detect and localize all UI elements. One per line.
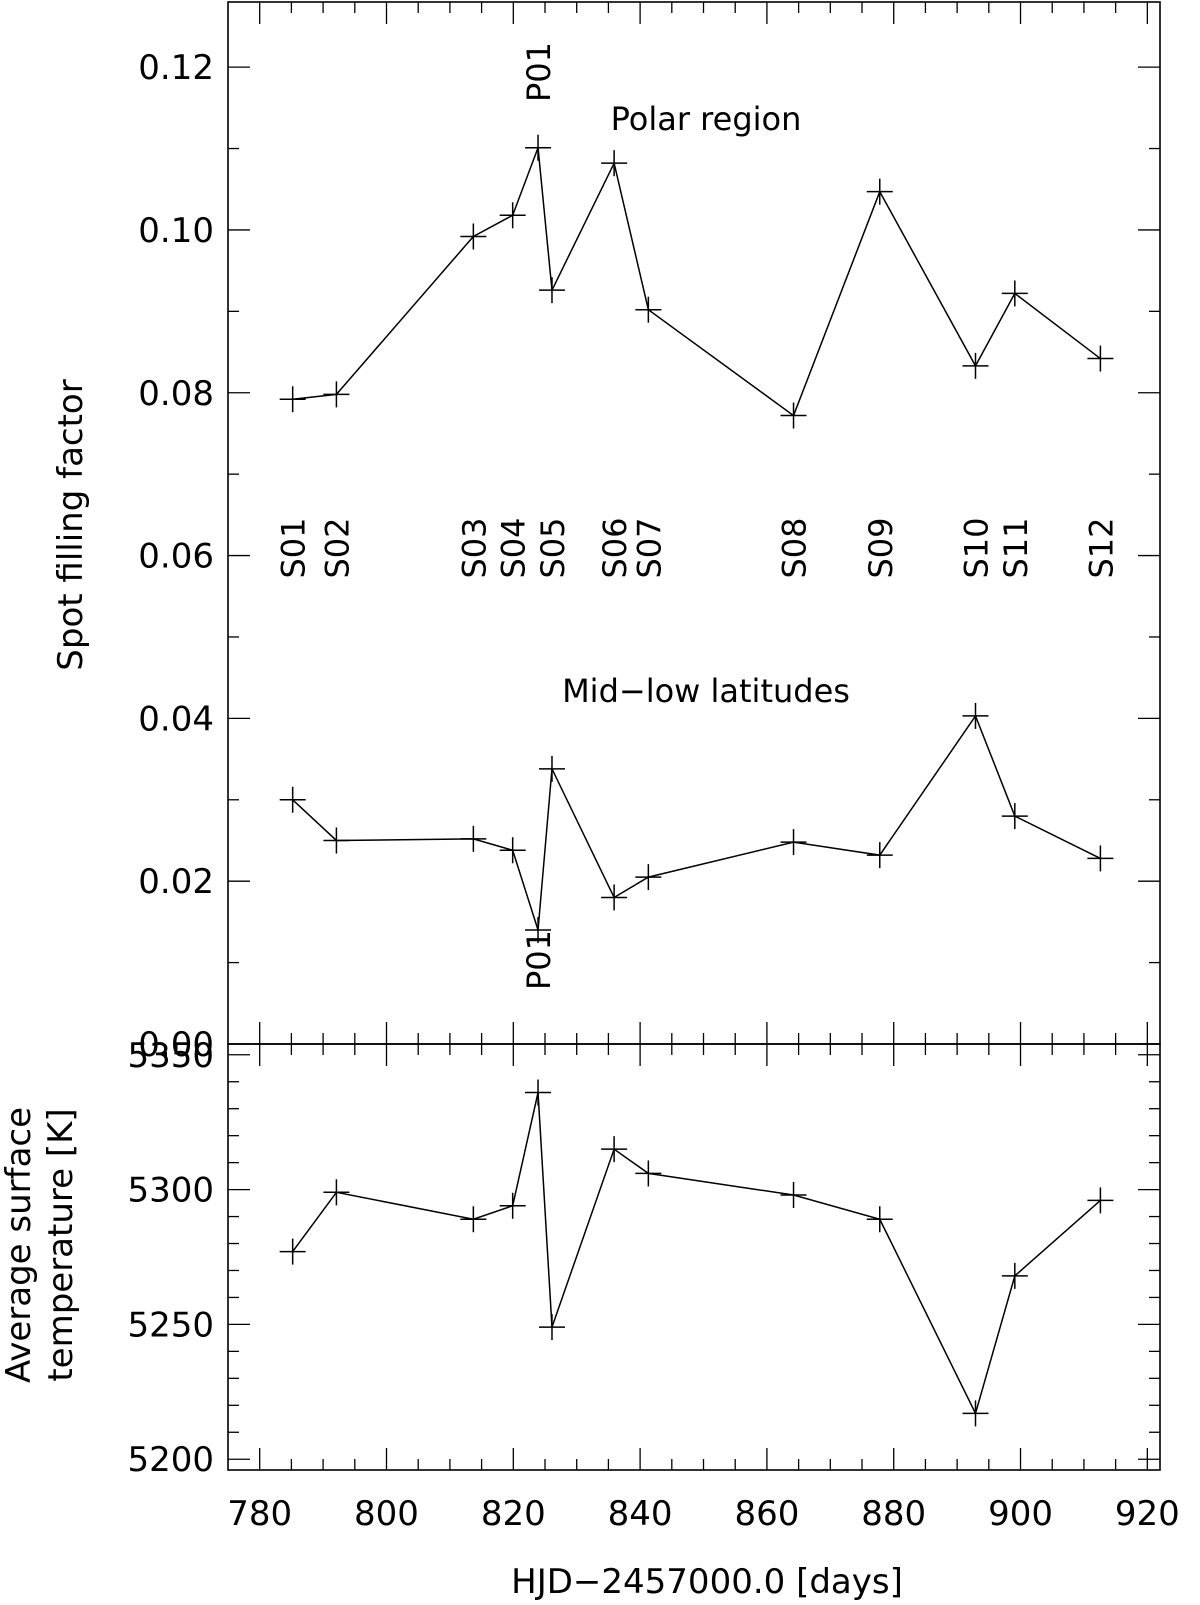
y-tick-label: 5300 <box>127 1171 214 1211</box>
y-axis-title-temperature-line1: Average surface <box>0 1107 39 1383</box>
midlow-series-point <box>780 829 807 856</box>
midlow-series-line <box>292 714 1101 931</box>
y-tick-label: 5350 <box>127 1036 214 1076</box>
midlow-series-point <box>279 786 306 813</box>
x-tick-label: 860 <box>734 1494 799 1534</box>
spot-label: S05 <box>534 517 572 578</box>
midlow-series-point <box>866 842 893 869</box>
temperature-series-point <box>323 1179 350 1206</box>
spot-label: S02 <box>318 517 356 578</box>
y-tick-label: 0.00 <box>138 1025 214 1065</box>
p01-label-top: P01 <box>520 42 558 102</box>
temperature-series-point <box>525 1079 552 1106</box>
midlow-series-point <box>1087 845 1114 872</box>
top-panel-spot-filling: 0.00 0.02 0.04 0.06 0.08 0.10 0.12 S01 S02 S03 S04… <box>138 1 1161 1065</box>
spot-label: S12 <box>1082 517 1120 578</box>
y-tick-label: 0.12 <box>138 48 214 88</box>
temperature-series-point <box>780 1181 807 1208</box>
spot-label: S03 <box>455 517 493 578</box>
p01-label-bottom: P01 <box>520 930 558 990</box>
spot-label: S07 <box>630 517 668 578</box>
midlow-series-point <box>499 837 526 864</box>
y-tick-label: 0.10 <box>138 211 214 251</box>
polar-series-point <box>460 223 487 250</box>
temperature-series-point <box>538 1314 565 1341</box>
polar-series-point <box>538 277 565 304</box>
temperature-series-point <box>962 1400 989 1427</box>
polar-series-point <box>601 150 628 177</box>
annotation-polar-region: Polar region <box>611 100 802 138</box>
midlow-series-point <box>323 827 350 854</box>
temperature-series-point <box>499 1192 526 1219</box>
x-tick-label: 920 <box>1115 1494 1180 1534</box>
y-tick-label: 0.08 <box>138 374 214 414</box>
midlow-series-point <box>460 825 487 852</box>
x-tick-label: 840 <box>608 1494 673 1534</box>
polar-series-point <box>1001 280 1028 307</box>
annotation-mid-low-latitudes: Mid−low latitudes <box>562 672 850 710</box>
spot-label: S10 <box>958 517 996 578</box>
polar-series-point <box>866 178 893 205</box>
x-tick-label: 820 <box>481 1494 546 1534</box>
midlow-series-point <box>635 864 662 891</box>
midlow-series-point <box>1001 803 1028 830</box>
polar-series-point <box>323 381 350 408</box>
x-tick-label: 780 <box>227 1494 292 1534</box>
y-tick-label: 0.02 <box>138 862 214 902</box>
polar-series-point <box>780 402 807 429</box>
temperature-series-point <box>635 1160 662 1187</box>
bottom-panel-frame <box>227 1043 1161 1471</box>
temperature-series-point <box>1001 1262 1028 1289</box>
polar-series-point <box>962 352 989 379</box>
spot-label: S11 <box>997 517 1035 578</box>
polar-series-point <box>525 134 552 161</box>
spot-label: S06 <box>596 517 634 578</box>
x-tick-label: 900 <box>988 1494 1053 1534</box>
spot-label: S01 <box>275 517 313 578</box>
polar-series-point <box>635 296 662 323</box>
y-tick-label: 5250 <box>127 1305 214 1345</box>
bottom-panel-temperature: 780 800 820 840 860 880 900 920 5200 5250 5300 5350 <box>127 1036 1179 1534</box>
y-axis-title-spot-filling: Spot filling factor <box>51 379 91 670</box>
spot-label: S09 <box>862 517 900 578</box>
spot-label: S08 <box>776 517 814 578</box>
midlow-series-point <box>525 917 552 944</box>
polar-series-point <box>279 386 306 413</box>
y-tick-label: 5200 <box>127 1440 214 1480</box>
y-axis-title-temperature-line2: temperature [K] <box>41 1108 81 1381</box>
midlow-series-point <box>601 884 628 911</box>
temperature-series-point <box>279 1238 306 1265</box>
temperature-series-point <box>1087 1187 1114 1214</box>
midlow-series-point <box>962 702 989 729</box>
spot-label: S04 <box>495 517 533 578</box>
temperature-series-point <box>460 1206 487 1233</box>
x-tick-label: 800 <box>354 1494 419 1534</box>
temperature-series-line <box>292 1092 1101 1416</box>
polar-series-line <box>292 147 1101 417</box>
midlow-series-point <box>538 755 565 782</box>
polar-series-point <box>499 202 526 229</box>
y-tick-label: 0.06 <box>138 537 214 577</box>
polar-series-point <box>1087 345 1114 372</box>
y-tick-label: 0.04 <box>138 699 214 739</box>
x-axis-title: HJD−2457000.0 [days] <box>511 1562 903 1602</box>
x-tick-label: 880 <box>861 1494 926 1534</box>
temperature-series-point <box>866 1206 893 1233</box>
temperature-series-point <box>601 1136 628 1163</box>
